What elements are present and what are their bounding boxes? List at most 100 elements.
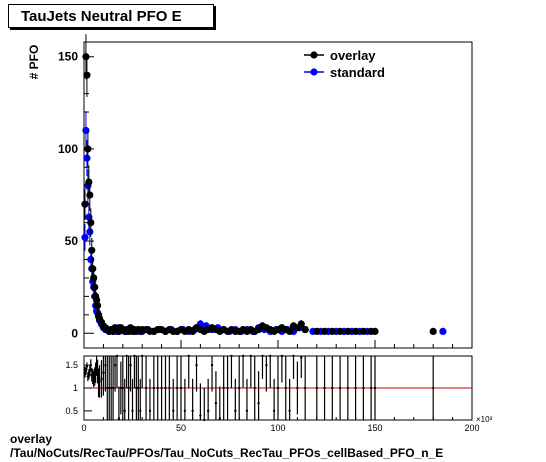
ratio-point	[261, 354, 264, 358]
ratio-point	[168, 386, 171, 390]
ratio-point	[203, 418, 206, 422]
ratio-point	[144, 386, 148, 390]
ratio-point	[234, 409, 237, 413]
data-point	[297, 320, 305, 328]
ratio-point	[276, 386, 280, 390]
y-tick-label: 0	[71, 326, 78, 340]
ratio-point	[131, 409, 134, 413]
data-point	[286, 327, 294, 336]
ratio-y-tick-label: 1.5	[65, 360, 78, 370]
y-tick-label: 50	[65, 234, 79, 248]
ratio-point	[230, 354, 233, 358]
data-point	[86, 228, 94, 236]
y-axis-label: # PFO	[27, 45, 41, 80]
ratio-point	[160, 386, 163, 390]
ratio-point	[164, 386, 167, 390]
ratio-point	[179, 386, 183, 390]
ratio-point	[121, 386, 125, 390]
ratio-point	[84, 370, 88, 373]
data-point	[93, 302, 102, 310]
ratio-point	[222, 386, 225, 390]
legend-label-overlay: overlay	[330, 48, 376, 63]
x-tick-label: 50	[176, 423, 186, 433]
ratio-point	[123, 409, 126, 413]
ratio-point	[98, 380, 101, 383]
ratio-point	[104, 363, 107, 367]
ratio-point	[191, 409, 194, 413]
ratio-point	[100, 377, 103, 381]
main-plot-frame	[83, 41, 473, 349]
data-point	[83, 71, 91, 79]
x-tick-label: 200	[464, 423, 479, 433]
ratio-point	[253, 386, 256, 390]
data-point	[82, 53, 90, 61]
ratio-point	[206, 409, 210, 413]
ratio-point	[117, 417, 121, 420]
ratio-point	[265, 363, 268, 367]
data-point	[93, 296, 101, 304]
y-tick-label: 100	[58, 142, 78, 156]
ratio-point	[296, 386, 299, 390]
ratio-point	[139, 409, 142, 413]
ratio-point	[284, 386, 287, 390]
data-point	[344, 327, 352, 336]
ratio-point	[135, 386, 138, 390]
footer-line-2: /Tau/NoCuts/RecTau/PFOs/Tau_NoCuts_RecTa…	[10, 446, 444, 460]
footer-line-1: overlay	[10, 432, 53, 446]
data-point	[301, 325, 309, 334]
ratio-point	[119, 386, 123, 390]
data-point	[313, 327, 321, 336]
ratio-point	[156, 386, 159, 390]
ratio-point	[373, 386, 377, 390]
ratio-point	[115, 354, 119, 358]
data-point	[359, 327, 367, 336]
ratio-point	[249, 354, 253, 358]
legend-marker	[310, 68, 318, 76]
ratio-point	[257, 402, 260, 405]
ratio-y-tick-label: 0.5	[65, 406, 78, 416]
ratio-point	[362, 386, 365, 390]
ratio-point	[269, 354, 272, 358]
ratio-point	[172, 409, 175, 413]
ratio-point	[245, 409, 249, 413]
data-point	[336, 327, 344, 336]
ratio-point	[354, 386, 357, 390]
series-standard	[81, 111, 447, 336]
ratio-point	[300, 356, 303, 359]
data-point	[90, 274, 98, 282]
y-tick-label: 150	[58, 50, 78, 64]
ratio-point	[183, 409, 187, 413]
ratio-point	[108, 386, 111, 390]
data-point	[87, 255, 95, 264]
ratio-point	[113, 363, 117, 367]
data-point	[84, 145, 92, 153]
data-point	[83, 154, 91, 162]
data-point	[85, 178, 93, 186]
series-overlay	[81, 34, 437, 336]
data-point	[81, 200, 89, 208]
ratio-point	[226, 386, 229, 390]
data-point	[86, 191, 94, 199]
footer: overlay /Tau/NoCuts/RecTau/PFOs/Tau_NoCu…	[10, 432, 443, 460]
ratio-point	[152, 386, 156, 390]
ratio-point	[272, 409, 276, 413]
data-point	[320, 327, 329, 336]
data-point	[91, 283, 99, 291]
ratio-point	[199, 414, 202, 417]
ratio-point	[238, 386, 241, 390]
ratio-point	[106, 386, 109, 390]
ratio-y-tick-label: 1	[73, 383, 78, 393]
ratio-point	[187, 354, 190, 358]
data-point	[371, 327, 379, 336]
data-point	[82, 126, 90, 135]
ratio-point	[280, 354, 284, 358]
ratio-point	[85, 365, 89, 368]
ratio-point	[315, 386, 318, 390]
ratio-point	[338, 386, 342, 390]
ratio-point	[141, 354, 144, 358]
x-axis-multiplier: ×10³	[476, 415, 493, 424]
ratio-point	[288, 409, 291, 413]
data-point	[81, 233, 89, 241]
data-point	[89, 265, 97, 273]
